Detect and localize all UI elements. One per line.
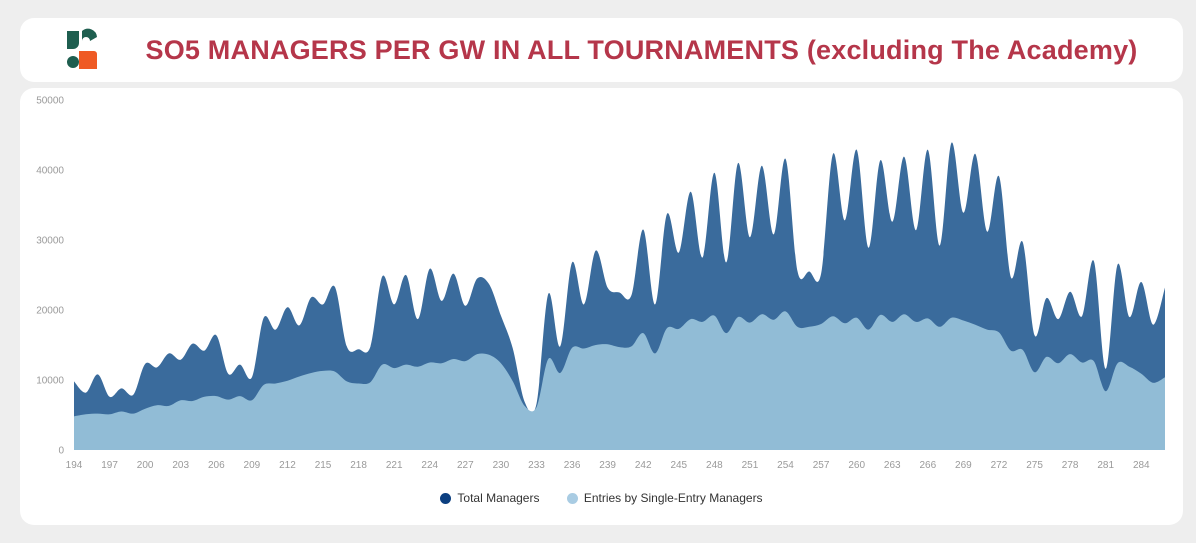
x-tick-label: 203: [172, 460, 189, 471]
legend-label: Entries by Single-Entry Managers: [583, 491, 763, 505]
y-tick-label: 20000: [36, 306, 64, 317]
legend-label: Total Managers: [457, 491, 540, 505]
x-tick-label: 263: [884, 460, 901, 471]
x-tick-label: 248: [706, 460, 723, 471]
x-axis-ticks: 194 197 200 203 206 209 212 215 218 221 224 227 230 2…: [66, 460, 1150, 471]
x-tick-label: 251: [742, 460, 759, 471]
x-tick-label: 260: [848, 460, 865, 471]
legend-item-single-entry[interactable]: Entries by Single-Entry Managers: [566, 491, 763, 505]
x-tick-label: 212: [279, 460, 296, 471]
chart-title: SO5 MANAGERS PER GW IN ALL TOURNAMENTS (…: [145, 35, 1138, 65]
x-tick-label: 275: [1026, 460, 1043, 471]
y-tick-label: 40000: [36, 166, 64, 177]
x-tick-label: 230: [493, 460, 510, 471]
header-card: SO5 MANAGERS PER GW IN ALL TOURNAMENTS (…: [20, 18, 1183, 82]
x-tick-label: 224: [421, 460, 438, 471]
y-tick-label: 50000: [36, 96, 64, 107]
x-tick-label: 206: [208, 460, 225, 471]
x-tick-label: 233: [528, 460, 545, 471]
x-tick-label: 221: [386, 460, 403, 471]
x-tick-label: 284: [1133, 460, 1150, 471]
x-tick-label: 245: [670, 460, 687, 471]
x-tick-label: 278: [1062, 460, 1079, 471]
x-tick-label: 272: [991, 460, 1008, 471]
x-tick-label: 239: [599, 460, 616, 471]
y-axis-ticks: 0 10000 20000 30000 40000 50000: [36, 96, 64, 457]
x-tick-label: 215: [315, 460, 332, 471]
x-tick-label: 218: [350, 460, 367, 471]
x-tick-label: 194: [66, 460, 83, 471]
x-tick-label: 254: [777, 460, 794, 471]
x-tick-label: 227: [457, 460, 474, 471]
x-tick-label: 269: [955, 460, 972, 471]
chart-legend: Total Managers Entries by Single-Entry M…: [20, 491, 1183, 507]
x-tick-label: 209: [244, 460, 261, 471]
x-tick-label: 242: [635, 460, 652, 471]
x-tick-label: 257: [813, 460, 830, 471]
chart-card: 0 10000 20000 30000 40000 50000 194 197 200 203 2…: [20, 88, 1183, 525]
chart-areas: [74, 142, 1165, 451]
legend-dot-icon: [440, 492, 452, 504]
y-tick-label: 10000: [36, 376, 64, 387]
y-tick-label: 0: [58, 446, 64, 457]
series-area-1[interactable]: [74, 311, 1165, 450]
x-tick-label: 236: [564, 460, 581, 471]
sorare-s-logo-icon: [67, 28, 97, 69]
legend-dot-icon: [566, 492, 578, 504]
x-tick-label: 197: [101, 460, 118, 471]
x-tick-label: 266: [919, 460, 936, 471]
area-chart: 0 10000 20000 30000 40000 50000 194 197 200 203 2…: [36, 96, 1165, 471]
x-tick-label: 281: [1097, 460, 1114, 471]
legend-item-total-managers[interactable]: Total Managers: [440, 491, 539, 505]
x-tick-label: 200: [137, 460, 154, 471]
y-tick-label: 30000: [36, 236, 64, 247]
